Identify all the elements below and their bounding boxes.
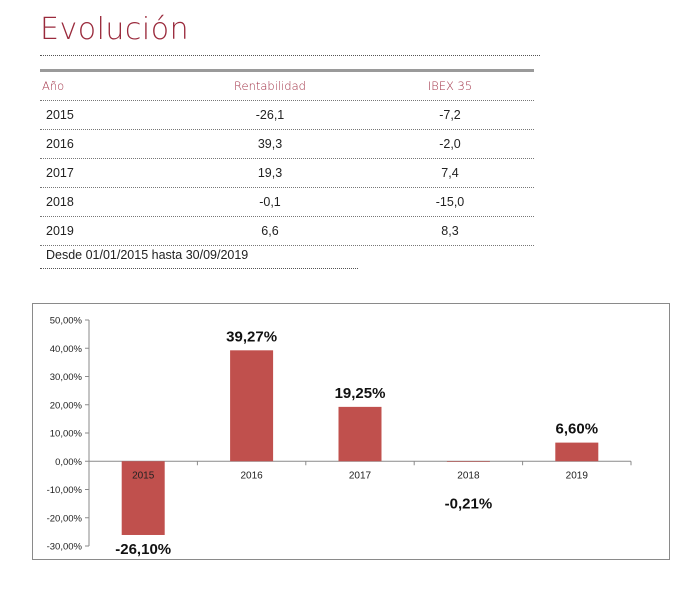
cell-year: 2017 <box>46 166 74 180</box>
title-divider <box>40 55 540 56</box>
cell-year: 2019 <box>46 224 74 238</box>
cell-ibex: -7,2 <box>439 108 461 122</box>
y-tick-label: -20,00% <box>47 513 83 524</box>
bar-2015 <box>121 461 165 535</box>
y-tick-label: 0,00% <box>55 457 82 468</box>
header-ibex: IBEX 35 <box>427 79 473 93</box>
table-row: 2015 -26,1 -7,2 <box>40 101 534 130</box>
data-label-2018: -0,21% <box>445 495 493 512</box>
table-row: 2019 6,6 8,3 <box>40 217 534 246</box>
x-tick-label: 2019 <box>566 470 589 481</box>
cell-return: 19,3 <box>257 166 283 180</box>
x-tick-label: 2016 <box>240 470 263 481</box>
x-tick-label: 2018 <box>457 470 480 481</box>
y-tick-label: -10,00% <box>47 485 83 496</box>
chart-frame: 50,00% 40,00% 30,00% 20,00% 10,00% 0,00% -10,0… <box>32 303 670 560</box>
cell-ibex: -15,0 <box>435 195 465 209</box>
cell-ibex: 8,3 <box>441 224 459 238</box>
y-tick-label: 50,00% <box>50 316 83 327</box>
bar-2018 <box>446 461 490 462</box>
table-top-rule <box>40 69 534 72</box>
y-tick-label: -30,00% <box>47 542 83 553</box>
table-header-row: Año Rentabilidad IBEX 35 <box>40 72 534 101</box>
returns-bar-chart: 50,00% 40,00% 30,00% 20,00% 10,00% 0,00% -10,0… <box>47 316 632 558</box>
bar-2016 <box>230 350 274 462</box>
returns-table: Año Rentabilidad IBEX 35 2015 -26,1 -7,2… <box>40 72 534 246</box>
cell-ibex: 7,4 <box>441 166 459 180</box>
x-tick-label: 2017 <box>349 470 372 481</box>
data-label-2017: 19,25% <box>335 385 386 402</box>
y-tick-label: 20,00% <box>50 400 83 411</box>
y-tick-label: 30,00% <box>50 372 83 383</box>
cell-ibex: -2,0 <box>439 137 461 151</box>
bar-2017 <box>338 406 382 462</box>
cell-year: 2016 <box>46 137 74 151</box>
table-row: 2018 -0,1 -15,0 <box>40 188 534 217</box>
y-tick-label: 40,00% <box>50 344 83 355</box>
cell-return: -26,1 <box>255 108 285 122</box>
date-range-note: Desde 01/01/2015 hasta 30/09/2019 <box>46 248 249 262</box>
cell-year: 2015 <box>46 108 74 122</box>
page-title: Evolución <box>40 12 190 47</box>
cell-return: 6,6 <box>261 224 279 238</box>
note-divider <box>40 268 358 269</box>
x-tick-label: 2015 <box>132 470 155 481</box>
bar-2019 <box>555 442 599 462</box>
data-label-2016: 39,27% <box>226 328 277 345</box>
table-row: 2016 39,3 -2,0 <box>40 130 534 159</box>
header-year: Año <box>42 79 65 93</box>
cell-return: -0,1 <box>259 195 281 209</box>
table-row: 2017 19,3 7,4 <box>40 159 534 188</box>
cell-year: 2018 <box>46 195 74 209</box>
y-tick-label: 10,00% <box>50 429 83 440</box>
header-return: Rentabilidad <box>234 79 306 93</box>
data-label-2019: 6,60% <box>556 421 599 438</box>
data-label-2015: -26,10% <box>115 541 171 558</box>
cell-return: 39,3 <box>257 137 283 151</box>
